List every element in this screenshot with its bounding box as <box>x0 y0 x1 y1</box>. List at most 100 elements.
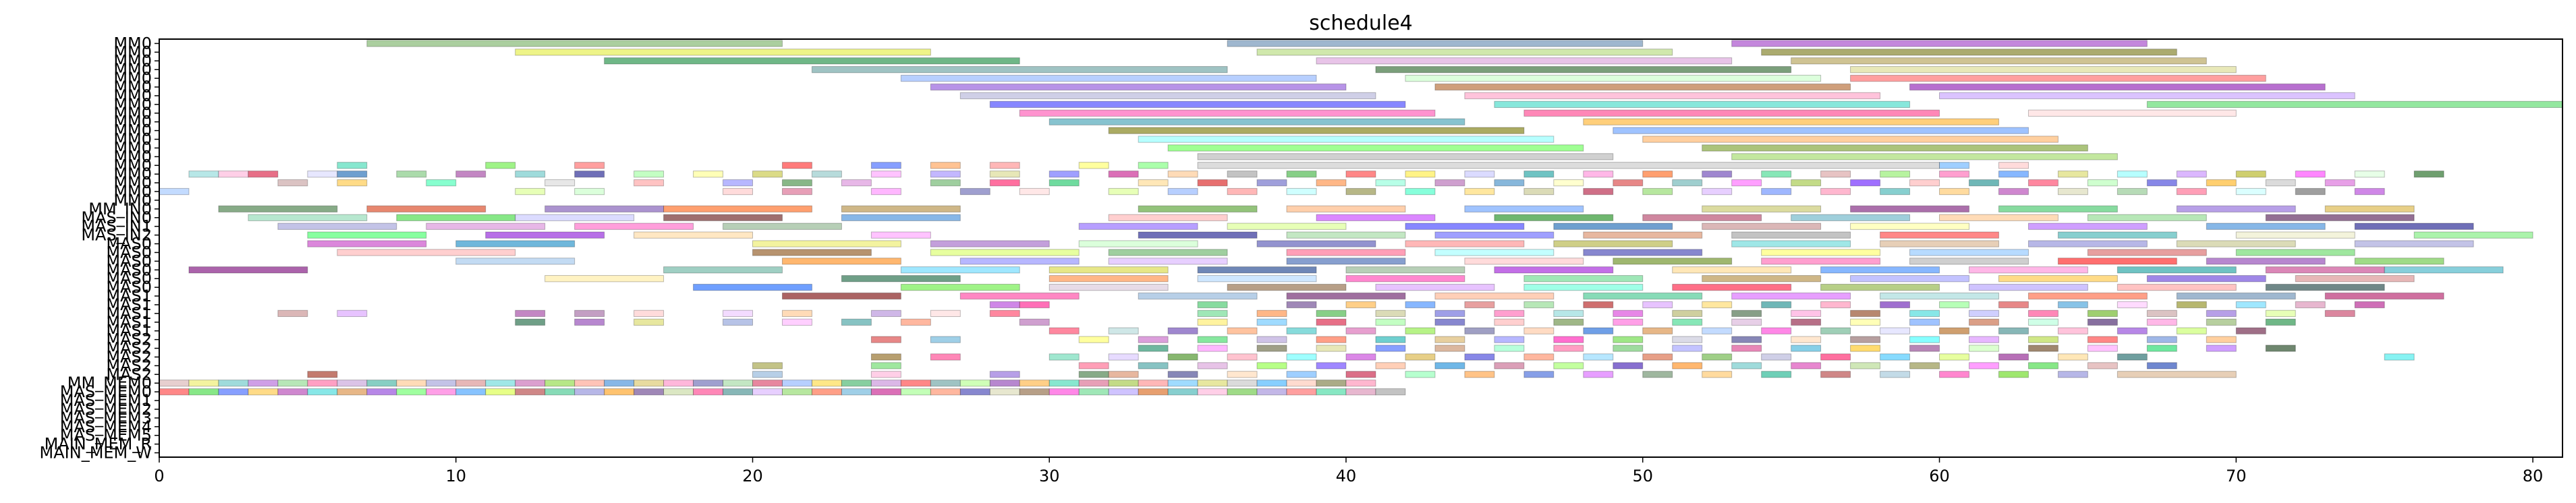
task-bar <box>1494 100 1911 109</box>
task-bar <box>2146 179 2177 187</box>
task-bar <box>337 171 368 178</box>
task-bar <box>1227 40 1644 47</box>
task-bar <box>1820 327 1851 334</box>
task-bar <box>1256 345 1287 352</box>
task-bar <box>930 336 961 343</box>
task-bar <box>1197 266 1317 274</box>
task-bar <box>1553 240 1673 247</box>
y-tick-label: MAS0 <box>106 278 152 297</box>
task-bar <box>930 309 961 318</box>
task-bar <box>1613 345 1644 352</box>
task-bar <box>2295 275 2415 283</box>
task-bar <box>1078 380 1109 387</box>
task-bar <box>1523 109 1940 117</box>
task-bar <box>2235 249 2355 256</box>
task-bar <box>1702 353 1733 361</box>
task-bar <box>277 309 308 318</box>
task-bar <box>1642 187 1673 196</box>
task-bar <box>218 380 249 387</box>
task-bar <box>1108 187 1139 196</box>
task-bar <box>1405 187 1436 196</box>
task-bar <box>574 187 605 196</box>
task-bar <box>1702 301 1733 309</box>
task-bar <box>1227 327 1258 334</box>
task-bar <box>188 266 308 274</box>
task-bar <box>1138 388 1169 396</box>
task-bar <box>1731 309 1762 318</box>
task-bar <box>2087 362 2118 369</box>
task-bar <box>1702 327 1733 334</box>
task-bar <box>1019 318 1050 326</box>
task-bar <box>1820 266 1940 274</box>
task-bar <box>2295 187 2326 196</box>
task-bar <box>307 371 338 378</box>
task-bar <box>1642 301 1673 309</box>
task-bar <box>2087 179 2118 187</box>
task-bar <box>723 223 842 230</box>
task-bar <box>1939 171 1969 178</box>
task-bar <box>1464 301 1495 309</box>
task-bar <box>900 380 931 387</box>
task-bar <box>1078 240 1198 247</box>
y-tick-label: MAS2 <box>106 330 152 349</box>
task-bar <box>1939 162 1969 169</box>
task-bar <box>930 240 1050 247</box>
task-bar <box>1375 318 1406 326</box>
task-bar <box>1108 327 1139 334</box>
task-bar <box>2206 318 2237 326</box>
task-bar <box>1909 249 2029 256</box>
task-bar <box>1820 283 1940 291</box>
task-bar <box>2146 336 2177 343</box>
task-bar <box>1642 353 1673 361</box>
y-tick-label: MAIN_MEM_W <box>40 444 152 463</box>
task-bar <box>1078 371 1109 378</box>
task-bar <box>930 179 961 187</box>
task-bar <box>1405 327 1436 334</box>
task-bar <box>781 162 812 169</box>
task-bar <box>1286 249 1406 256</box>
y-tick-label: MAS0 <box>106 243 152 262</box>
task-bar <box>2354 258 2444 265</box>
task-bar <box>2324 309 2355 318</box>
task-bar <box>1286 327 1317 334</box>
x-tick-label: 80 <box>2523 467 2544 485</box>
task-bar <box>1197 275 1317 283</box>
task-bar <box>1345 371 1376 378</box>
task-bar <box>1850 309 1881 318</box>
task-bar <box>663 214 783 221</box>
task-bar <box>1672 309 1703 318</box>
task-bar <box>1850 318 1881 326</box>
task-bar <box>1464 258 1584 265</box>
task-bar <box>574 223 694 230</box>
task-bar <box>930 249 1080 256</box>
task-bar <box>218 171 249 178</box>
task-bar <box>1375 309 1406 318</box>
task-bar <box>2265 318 2296 326</box>
task-bar <box>959 187 990 196</box>
chart-title: schedule4 <box>1309 11 1413 35</box>
task-bar <box>930 388 961 396</box>
y-tick-label: MAS0 <box>106 269 152 288</box>
task-bar <box>930 162 961 169</box>
task-bar <box>2324 292 2444 300</box>
task-bar <box>2176 171 2207 178</box>
task-bar <box>2057 187 2088 196</box>
task-bar <box>2057 231 2177 239</box>
task-bar <box>841 388 872 396</box>
task-bar <box>2117 353 2148 361</box>
task-bar <box>634 309 665 318</box>
task-bar <box>2027 179 2059 187</box>
task-bar <box>1227 283 1347 291</box>
task-bar <box>634 179 665 187</box>
task-bar <box>1227 223 1347 230</box>
task-bar <box>1583 171 1614 178</box>
task-bar <box>930 83 1347 91</box>
task-bar <box>1761 187 1792 196</box>
task-bar <box>1494 266 1614 274</box>
task-bar <box>1968 266 2088 274</box>
task-bar <box>1434 83 1851 91</box>
x-tick-label: 20 <box>742 467 763 485</box>
y-tick-label: MAS2 <box>106 356 152 375</box>
task-bar <box>870 380 901 387</box>
